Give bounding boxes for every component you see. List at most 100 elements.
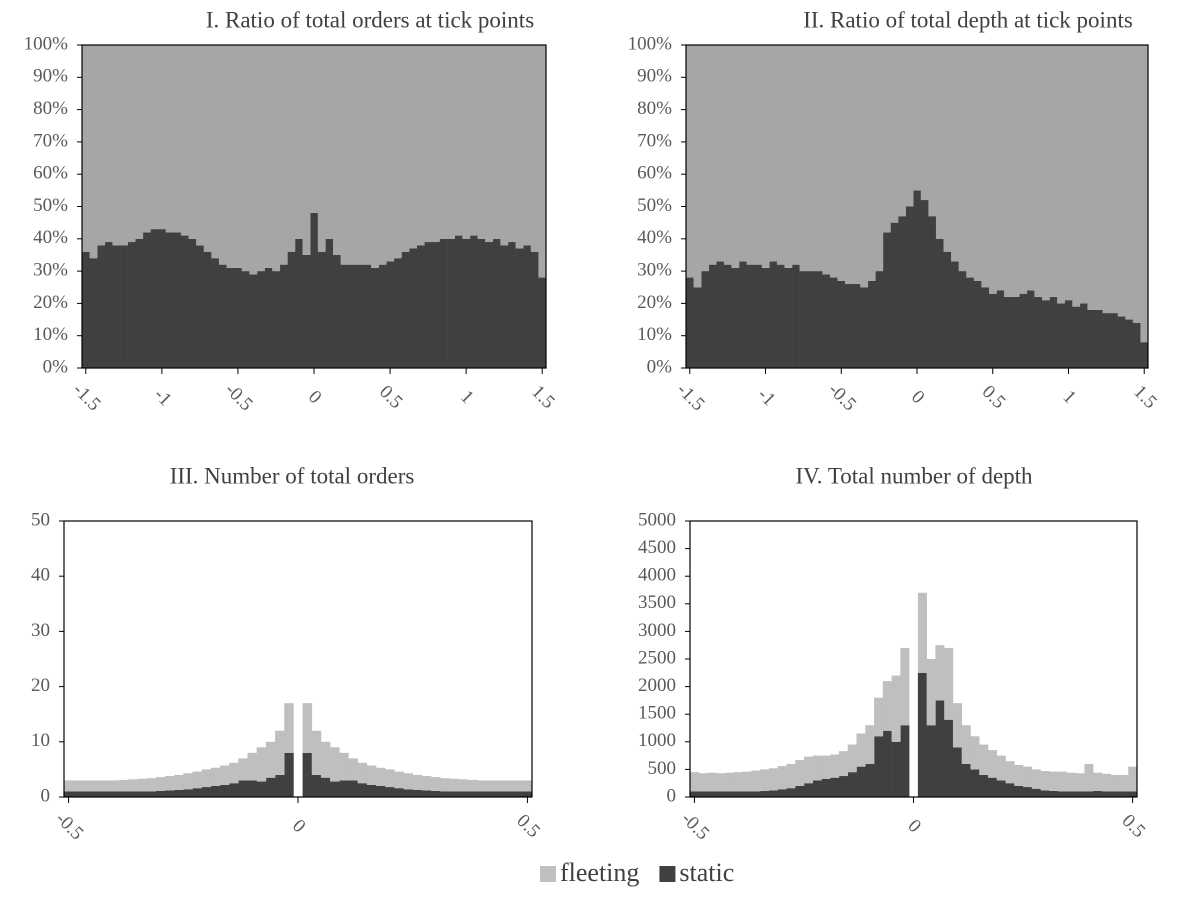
y-tick-label: 70% <box>33 130 68 151</box>
bar-segment <box>751 791 761 797</box>
bar-segment <box>64 780 74 792</box>
bar-segment <box>440 778 450 792</box>
bar-segment <box>492 238 501 368</box>
bar-segment <box>91 780 102 792</box>
bar-segment <box>294 45 303 239</box>
y-tick-label: 0% <box>43 356 69 377</box>
bar-segment <box>120 45 128 246</box>
bar-segment <box>693 287 702 368</box>
bar-segment <box>799 271 808 368</box>
bar-segment <box>1066 791 1076 797</box>
bar-segment <box>82 251 90 368</box>
bar-segment <box>513 791 524 797</box>
bar-segment <box>951 261 959 368</box>
x-tick-label: 0 <box>304 386 326 408</box>
bar-segment <box>812 755 822 781</box>
bar-segment <box>1058 771 1068 792</box>
bar-segment <box>865 725 875 764</box>
bar-segment <box>716 45 725 262</box>
y-tick-label: 0 <box>41 785 51 806</box>
x-tick-label: -0.5 <box>824 379 860 415</box>
bar-segment <box>504 780 514 792</box>
legend-label: static <box>679 858 734 887</box>
bar-segment <box>421 790 432 797</box>
bar-segment <box>249 274 258 368</box>
bar-segment <box>538 277 547 368</box>
bar-segment <box>1101 791 1112 797</box>
bar-segment <box>890 222 899 368</box>
bar-segment <box>784 267 793 368</box>
bar-segment <box>799 45 808 272</box>
bar-segment <box>403 773 414 790</box>
bar-segment <box>1102 45 1111 314</box>
bar-segment <box>112 245 121 368</box>
bar-segment <box>716 791 726 797</box>
y-tick-label: 4500 <box>638 537 676 558</box>
bar-segment <box>754 264 763 368</box>
bar-segment <box>707 791 717 797</box>
bar-segment <box>522 791 533 797</box>
y-tick-label: 20 <box>31 675 50 696</box>
bar-segment <box>1094 45 1103 310</box>
bar-segment <box>431 45 440 243</box>
bar-segment <box>249 45 258 275</box>
bar-segment <box>142 232 151 368</box>
bar-segment <box>112 45 121 246</box>
bar-segment <box>981 287 990 368</box>
bar-segment <box>900 725 910 797</box>
bar-segment <box>424 242 433 368</box>
bar-segment <box>507 45 516 243</box>
y-tick-label: 40 <box>31 565 50 586</box>
bar-segment <box>325 45 334 239</box>
bar-segment <box>882 730 892 797</box>
bar-segment <box>746 264 755 368</box>
bar-segment <box>386 45 395 262</box>
bar-segment <box>1058 791 1068 797</box>
bar-segment <box>104 242 113 368</box>
bar-segment <box>454 45 463 236</box>
bar-segment <box>708 45 717 265</box>
bar-segment <box>507 242 516 368</box>
bar-segment <box>376 767 386 786</box>
bar-segment <box>1087 45 1096 310</box>
bar-segment <box>401 45 410 252</box>
bar-segment <box>431 790 441 797</box>
bar-segment <box>515 248 524 368</box>
bar-segment <box>1079 45 1088 304</box>
bar-segment <box>1110 791 1120 797</box>
bar-segment <box>183 789 193 797</box>
bar-segment <box>165 232 174 368</box>
bar-segment <box>1075 773 1085 792</box>
bar-segment <box>701 45 710 272</box>
bar-segment <box>898 216 906 368</box>
y-tick-label: 20% <box>637 292 672 313</box>
bar-segment <box>486 791 496 797</box>
bar-segment <box>1049 771 1059 791</box>
bar-segment <box>439 238 448 368</box>
bar-segment <box>476 791 487 797</box>
bar-segment <box>188 45 197 239</box>
bar-segment <box>856 733 866 767</box>
bar-segment <box>803 756 814 784</box>
bar-segment <box>786 788 796 797</box>
y-tick-label: 40% <box>33 227 68 248</box>
bar-segment <box>874 697 884 737</box>
bar-segment <box>874 736 884 797</box>
bar-segment <box>952 703 963 748</box>
x-tick-label: -0.5 <box>51 808 87 844</box>
bar-segment <box>317 45 326 252</box>
bar-segment <box>515 45 524 249</box>
bar-segment <box>996 290 1005 368</box>
x-tick-label: 0.5 <box>1118 810 1150 842</box>
bar-segment <box>469 235 478 368</box>
bar-segment <box>996 755 1006 781</box>
bar-segment <box>357 783 368 797</box>
bar-segment <box>146 791 157 797</box>
bar-segment <box>183 773 193 790</box>
y-tick-label: 20% <box>33 292 68 313</box>
bar-segment <box>311 774 322 797</box>
bar-segment <box>82 45 90 252</box>
bar-segment <box>988 45 997 294</box>
bar-segment <box>174 789 184 797</box>
bar-segment <box>100 780 111 792</box>
